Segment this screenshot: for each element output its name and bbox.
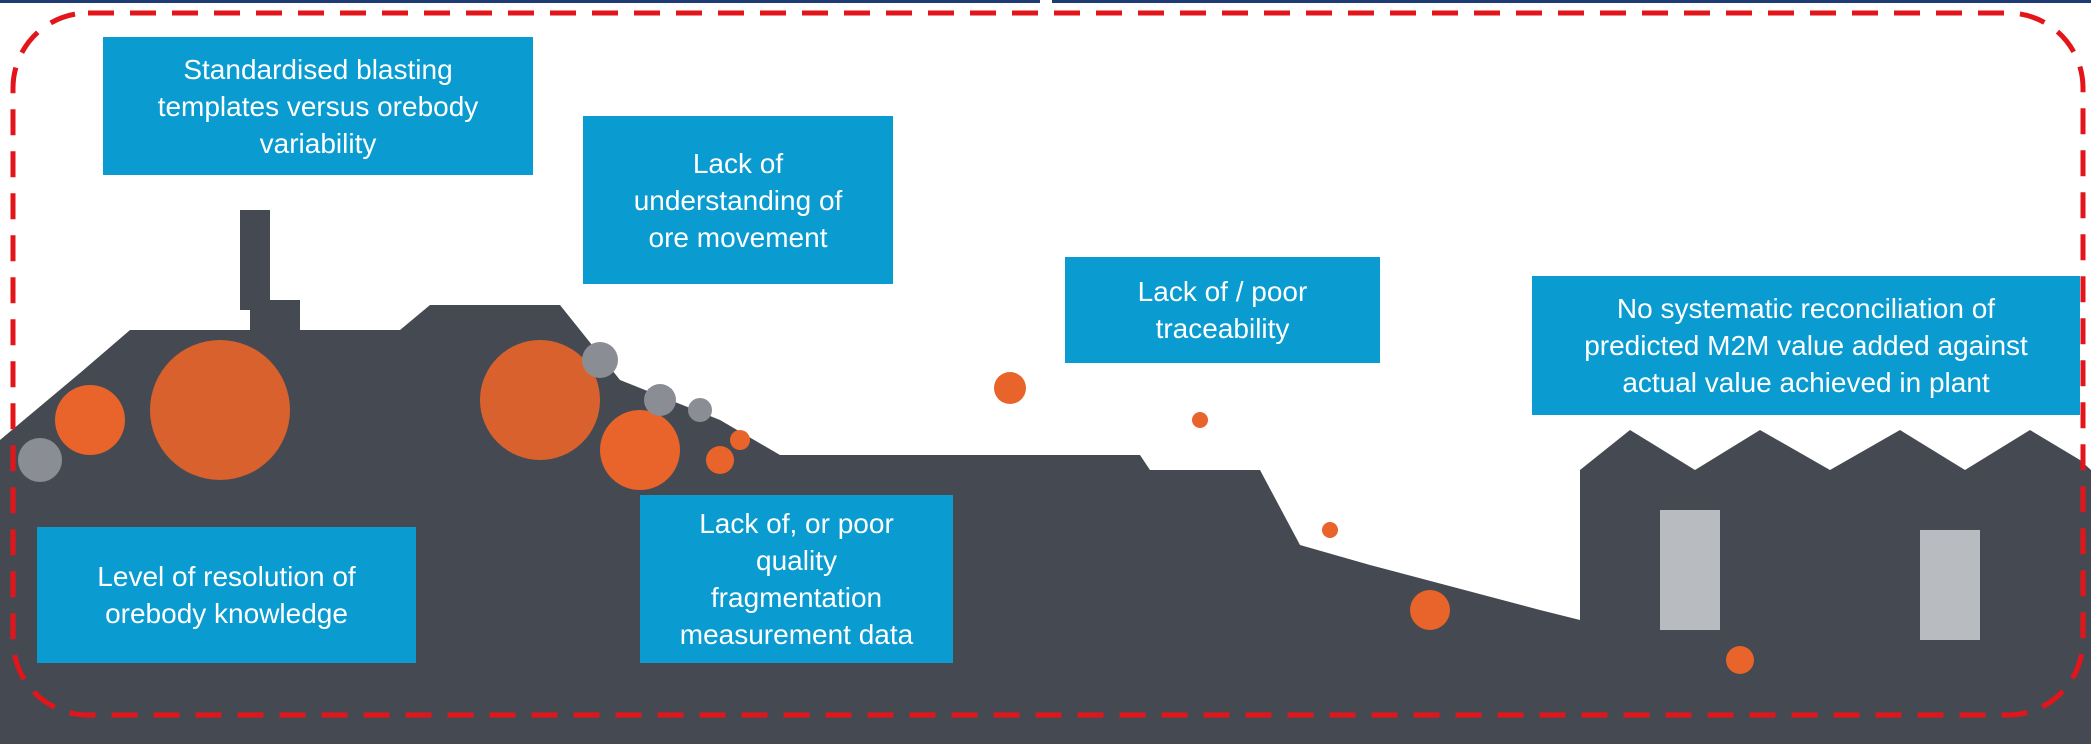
issue-text: Lack of, or poor [699, 505, 894, 542]
issue-text: Level of resolution of [97, 558, 355, 595]
issue-text: No systematic reconciliation of [1617, 290, 1995, 327]
issue-text: Standardised blasting [183, 51, 452, 88]
issue-text: variability [260, 125, 377, 162]
issue-text: templates versus orebody [158, 88, 479, 125]
top-rule [1052, 0, 2091, 3]
issue-text: ore movement [649, 219, 828, 256]
issue-text: Lack of / poor [1138, 273, 1308, 310]
issue-text: understanding of [634, 182, 843, 219]
issue-text: traceability [1156, 310, 1290, 347]
issue-text: Lack of [693, 145, 783, 182]
top-rule [0, 0, 1040, 3]
issue-text: predicted M2M value added against [1584, 327, 2028, 364]
cell [1920, 530, 1980, 640]
issue-text: quality [756, 542, 837, 579]
issue-text: fragmentation [711, 579, 882, 616]
infographic: Standardised blastingtemplates versus or… [0, 0, 2091, 744]
issue-text: measurement data [680, 616, 913, 653]
rig [240, 210, 270, 310]
mill [1660, 510, 1720, 630]
issue-text: actual value achieved in plant [1622, 364, 1989, 401]
issue-text: orebody knowledge [105, 595, 348, 632]
